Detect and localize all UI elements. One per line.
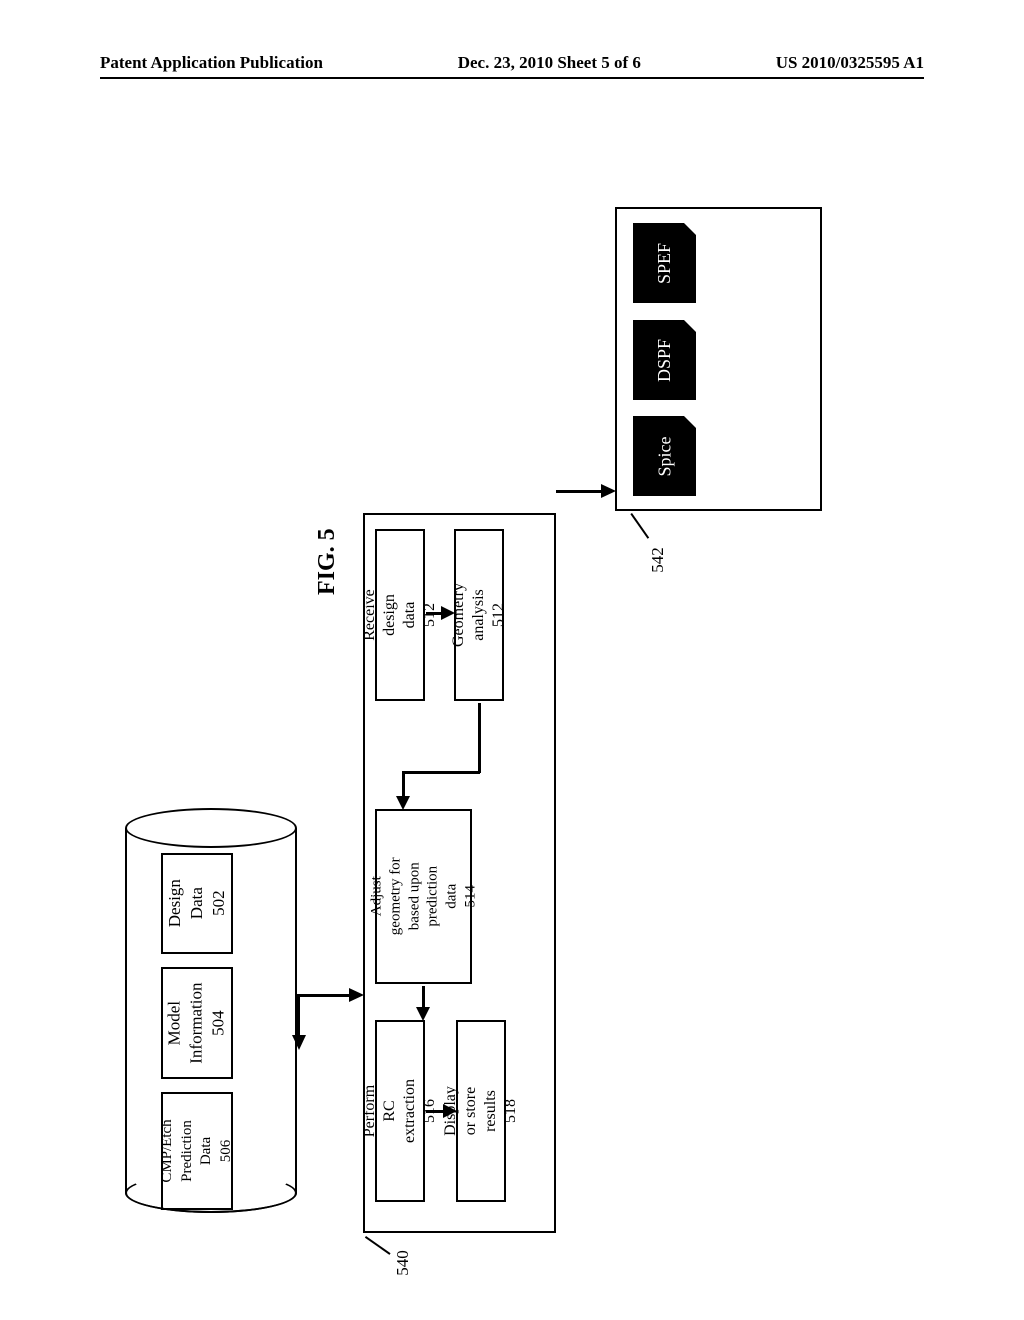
header-divider (100, 77, 924, 79)
patent-header: Patent Application Publication Dec. 23, … (0, 53, 1024, 73)
process-container: Receive design data 512 Geometry analysi… (363, 513, 556, 1233)
db-cmpetch-text: CMP/Etch Prediction Data 506 (158, 1117, 236, 1185)
step-display-store-text: Display or store results 518 (441, 1086, 521, 1136)
step-rc-extraction: Perform RC extraction 516 (375, 1020, 425, 1202)
step-geometry-analysis: Geometry analysis 512 (454, 529, 504, 701)
db-design-data-text: Design Data 502 (164, 879, 230, 927)
header-right: US 2010/0325595 A1 (776, 53, 924, 73)
step-receive-design-text: Receive design data 512 (360, 589, 440, 641)
header-center: Dec. 23, 2010 Sheet 5 of 6 (458, 53, 641, 73)
step-receive-design: Receive design data 512 (375, 529, 425, 701)
step-adjust-geometry: Adjust geometry for based upon predictio… (375, 809, 472, 984)
step-geometry-analysis-text: Geometry analysis 512 (449, 583, 509, 647)
output-container: SPEF DSPF Spice (615, 207, 822, 511)
db-cmpetch: CMP/Etch Prediction Data 506 (161, 1092, 233, 1210)
db-design-data: Design Data 502 (161, 853, 233, 954)
step-display-store: Display or store results 518 (456, 1020, 506, 1202)
db-model-info-text: Model Information 504 (164, 982, 230, 1063)
header-left: Patent Application Publication (100, 53, 323, 73)
step-adjust-geometry-text: Adjust geometry for based upon predictio… (367, 850, 480, 943)
figure-label: FIG. 5 (314, 528, 341, 595)
db-model-info: Model Information 504 (161, 967, 233, 1079)
